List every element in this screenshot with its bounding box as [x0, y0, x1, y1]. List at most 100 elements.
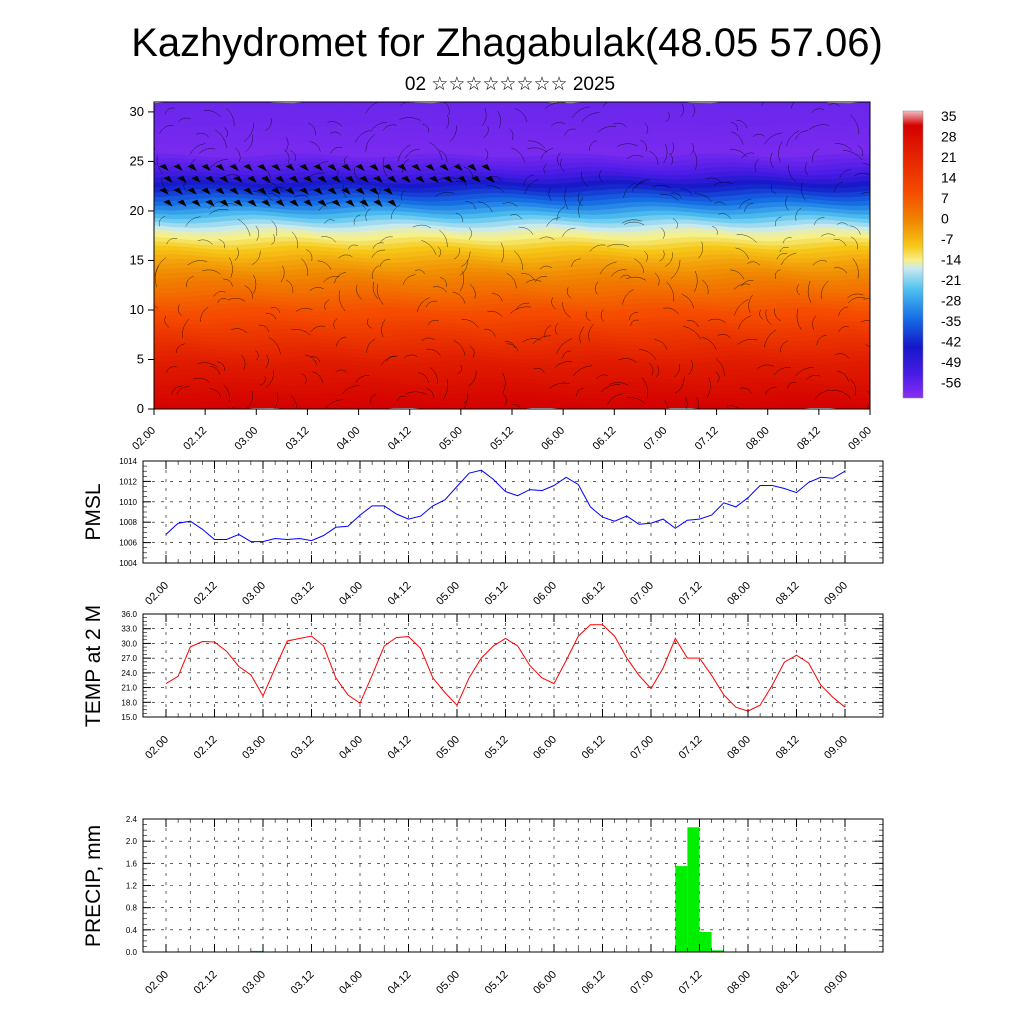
chart-subtitle: 02 ☆☆☆☆☆☆☆☆ 2025 [405, 74, 615, 95]
pmsl-ylabel: PMSL [82, 483, 105, 540]
colorbar-label: -56 [941, 375, 961, 391]
y-tick-label: 0.4 [126, 926, 138, 935]
y-tick-label: 0.8 [126, 904, 138, 913]
colorbar-label: 35 [941, 108, 957, 124]
x-tick-label: 08.12 [774, 969, 802, 997]
colorbar-label: 0 [941, 211, 949, 227]
heatmap-band [154, 357, 870, 369]
precip-bar [250, 950, 263, 952]
heatmap-y-tick-label: 30 [130, 104, 144, 119]
heatmap-x-tick-label: 07.00 [642, 425, 670, 453]
x-tick-label: 08.00 [725, 734, 753, 762]
heatmap-band [154, 309, 870, 321]
heatmap-band [154, 265, 870, 277]
heatmap-band [154, 274, 870, 285]
y-tick-label: 1.2 [126, 882, 138, 891]
heatmap-band [154, 138, 870, 150]
heatmap-band [154, 362, 870, 373]
colorbar-label: -21 [941, 272, 961, 288]
x-tick-label: 02.12 [192, 969, 220, 997]
heatmap-y-tick-label: 15 [130, 252, 144, 267]
colorbar-label: 7 [941, 190, 949, 206]
x-tick-label: 06.00 [531, 734, 559, 762]
heatmap-x-axis: 02.00 02.12 03.00 03.12 04.00 04.12 05.00 05.12… [130, 409, 874, 453]
x-tick-label: 07.00 [628, 580, 656, 608]
chart-title: Kazhydromet for Zhagabulak(48.05 57.06) [131, 21, 883, 65]
pmsl-panel: 1014 1012 1010 1008 1006 1004 02.00 02.12 03.00 0… [82, 457, 884, 608]
heatmap-y-tick-label: 10 [130, 302, 144, 317]
pmsl-grid [143, 460, 883, 564]
y-tick-label: 36.0 [121, 610, 137, 619]
colorbar: 35 28 21 14 7 0 -7 -14 -21 -28 -35 -42 -49 -56 [902, 108, 961, 399]
precip-bar [675, 866, 688, 952]
heatmap-x-tick-label: 07.12 [693, 425, 721, 453]
x-tick-label: 05.00 [434, 734, 462, 762]
colorbar-gradient [902, 110, 924, 399]
heatmap-y-tick-label: 5 [137, 351, 144, 366]
heatmap-band [154, 102, 870, 110]
x-tick-label: 05.12 [483, 969, 511, 997]
precip-axes: 2.4 2.0 1.6 1.2 0.8 0.4 0.0 02.00 02.12 03.00 03.1… [126, 815, 883, 997]
heatmap-x-tick-label: 02.12 [181, 425, 209, 453]
heatmap-x-tick-label: 03.00 [232, 425, 260, 453]
heatmap-x-tick-label: 04.00 [335, 425, 363, 453]
x-tick-label: 06.12 [580, 734, 608, 762]
x-tick-label: 06.12 [580, 969, 608, 997]
colorbar-label: -49 [941, 354, 961, 370]
x-tick-label: 02.12 [192, 580, 220, 608]
heatmap-x-tick-label: 06.12 [590, 425, 618, 453]
wind-streamlines [154, 102, 870, 409]
x-tick-label: 07.12 [677, 734, 705, 762]
y-tick-label: 1014 [119, 457, 137, 466]
x-tick-label: 03.12 [289, 734, 317, 762]
temp-ylabel: TEMP at 2 M [82, 605, 105, 727]
x-tick-label: 02.00 [143, 734, 171, 762]
temp-panel: 36.0 33.0 30.0 27.0 24.0 21.0 18.0 15.0 02.00 02.… [82, 605, 884, 762]
heatmap-x-tick-label: 05.12 [488, 425, 516, 453]
x-tick-label: 06.00 [531, 580, 559, 608]
heatmap-band [154, 133, 870, 145]
y-tick-label: 1.6 [126, 859, 138, 868]
heatmap-y-tick-label: 25 [130, 153, 144, 168]
x-tick-label: 03.00 [240, 969, 268, 997]
precip-ylabel: PRECIP, mm [82, 825, 105, 947]
y-tick-label: 21.0 [121, 684, 137, 693]
y-tick-label: 1010 [119, 498, 137, 507]
y-tick-label: 30.0 [121, 639, 137, 648]
precip-panel: 2.4 2.0 1.6 1.2 0.8 0.4 0.0 02.00 02.12 03.00 03.1… [82, 815, 884, 997]
y-tick-label: 18.0 [121, 698, 137, 707]
x-tick-label: 07.12 [677, 580, 705, 608]
temp-grid [143, 613, 883, 718]
colorbar-labels: 35 28 21 14 7 0 -7 -14 -21 -28 -35 -42 -49 -56 [941, 108, 961, 391]
x-tick-label: 02.00 [143, 580, 171, 608]
colorbar-label: -14 [941, 252, 961, 268]
x-tick-label: 07.00 [628, 734, 656, 762]
colorbar-label: 14 [941, 170, 957, 186]
precip-bars [250, 827, 724, 952]
y-tick-label: 1012 [119, 477, 137, 486]
x-tick-label: 04.00 [337, 580, 365, 608]
x-tick-label: 08.00 [725, 580, 753, 608]
temp-frame [142, 613, 884, 718]
colorbar-label: -7 [941, 231, 954, 247]
heatmap-band [154, 226, 870, 237]
x-tick-label: 03.12 [289, 580, 317, 608]
x-tick-label: 03.00 [240, 580, 268, 608]
heatmap-x-tick-label: 04.12 [386, 425, 414, 453]
x-tick-label: 09.00 [822, 580, 850, 608]
y-tick-label: 2.4 [126, 815, 138, 824]
pmsl-axes: 1014 1012 1010 1008 1006 1004 02.00 02.12 03.00 0… [119, 457, 883, 608]
x-tick-label: 04.00 [337, 969, 365, 997]
y-tick-label: 1006 [119, 539, 137, 548]
y-tick-label: 24.0 [121, 669, 137, 678]
x-tick-label: 07.12 [677, 969, 705, 997]
y-tick-label: 27.0 [121, 654, 137, 663]
x-tick-label: 08.12 [774, 580, 802, 608]
x-tick-label: 05.12 [483, 734, 511, 762]
heatmap-y-tick-label: 20 [130, 203, 144, 218]
heatmap-band [154, 173, 870, 185]
y-tick-label: 1008 [119, 518, 137, 527]
x-tick-label: 08.00 [725, 969, 753, 997]
heatmap-x-tick-label: 08.00 [744, 425, 772, 453]
heatmap-field [154, 102, 870, 409]
